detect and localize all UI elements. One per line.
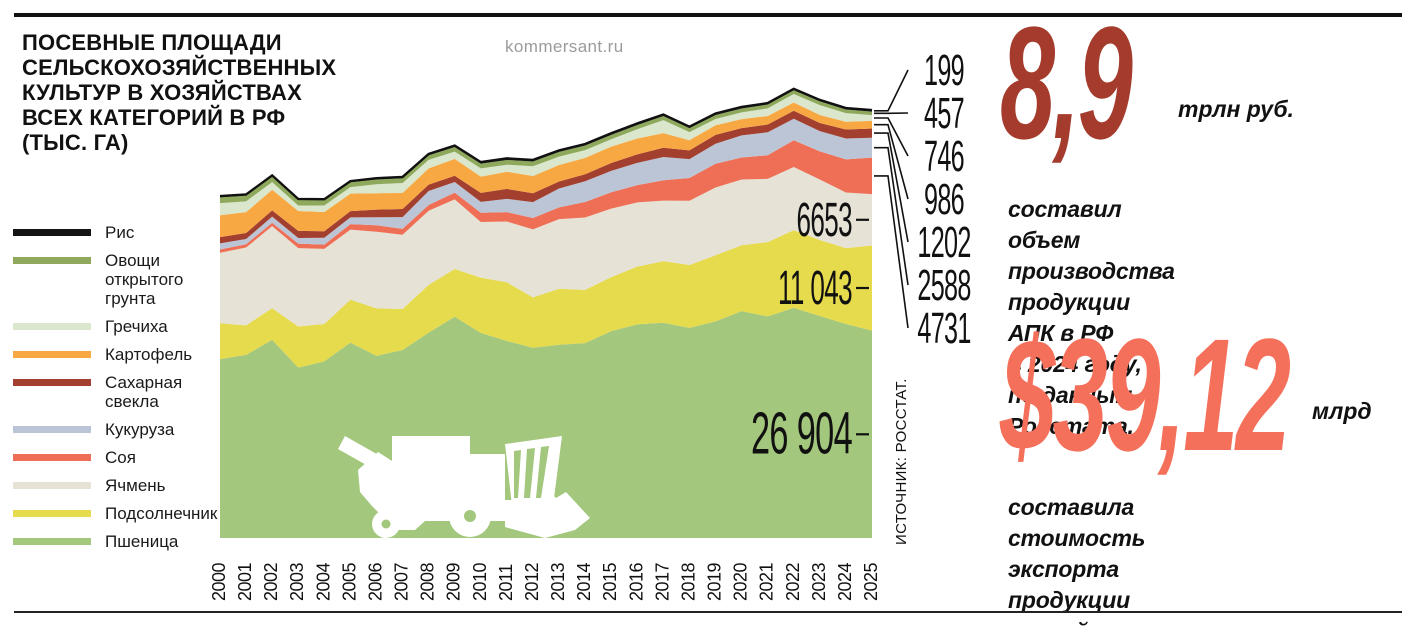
stat-production-description: составил объем производства продукции АП… [1008, 196, 1175, 439]
legend-label-vegetables: Овощи открытого грунта [105, 251, 184, 308]
legend-label-barley: Ячмень [105, 476, 166, 495]
callout-line-sugar_beet [874, 132, 909, 243]
stacked-areas [219, 87, 873, 538]
stat-export-value: $39,12 [1000, 305, 1291, 484]
top-rule [14, 13, 1402, 17]
x-tick-label-2016: 2016 [626, 562, 646, 601]
masthead-logo: kommersant.ru [505, 37, 624, 56]
legend-swatch-corn [13, 426, 91, 433]
area-vegetables [220, 90, 872, 206]
x-tick-label-2020: 2020 [731, 562, 751, 601]
inline-value-barley: 6653 [797, 193, 852, 247]
legend-swatch-sunflower [13, 510, 91, 517]
legend-swatch-barley [13, 482, 91, 489]
callout-line-rice [874, 69, 909, 112]
callout-value-buckwheat: 746 [924, 133, 964, 181]
chart-annotations: 2000 2001 2002 2003 2004 2005 2006 2007 2008 2009… [209, 47, 972, 601]
combine-harvester-icon [338, 436, 590, 538]
callout-line-corn [874, 146, 909, 286]
legend-swatch-potato [13, 351, 91, 358]
area-corn [220, 118, 872, 250]
callout-value-corn: 2588 [917, 262, 970, 310]
source-note: ИСТОЧНИК: РОССТАТ. [893, 378, 910, 545]
legend-swatch-soy [13, 454, 91, 461]
callout-value-sugar_beet: 1202 [917, 219, 970, 267]
x-tick-label-2007: 2007 [392, 562, 412, 601]
callout-line-potato [874, 123, 909, 200]
x-tick-label-2011: 2011 [496, 564, 516, 601]
legend-swatch-buckwheat [13, 323, 91, 330]
x-tick-label-2018: 2018 [678, 562, 698, 601]
inline-value-sunflower: 11 043 [778, 262, 852, 316]
x-tick-label-2001: 2001 [235, 562, 255, 601]
x-tick-label-2004: 2004 [313, 562, 333, 601]
x-tick-label-2022: 2022 [783, 562, 803, 601]
legend-label-soy: Соя [105, 448, 136, 467]
x-tick-label-2019: 2019 [705, 562, 725, 601]
callout-line-soy [874, 175, 909, 329]
legend-label-sunflower: Подсолнечник [105, 504, 218, 523]
area-soy [220, 140, 872, 253]
x-tick-label-2021: 2021 [757, 562, 777, 601]
x-tick-label-2013: 2013 [548, 562, 568, 601]
x-tick-label-2003: 2003 [287, 562, 307, 601]
legend-label-potato: Картофель [105, 345, 193, 364]
stat-export-description: составила стоимость экспорта продукции р… [1008, 494, 1152, 626]
callout-value-rice: 199 [924, 47, 964, 95]
area-barley [220, 167, 872, 327]
area-sunflower [220, 230, 872, 368]
area-sugar_beet [220, 110, 872, 244]
callout-value-potato: 986 [924, 176, 964, 224]
x-tick-label-2017: 2017 [652, 562, 672, 601]
callout-value-vegetables: 457 [924, 90, 964, 138]
x-tick-label-2000: 2000 [209, 562, 229, 601]
bottom-rule [14, 611, 1402, 613]
legend-swatch-sugar_beet [13, 379, 91, 386]
x-tick-label-2010: 2010 [470, 562, 490, 601]
stack-top-stroke [219, 87, 873, 201]
area-potato [220, 102, 872, 238]
legend-swatch-vegetables [13, 257, 91, 264]
x-tick-label-2008: 2008 [418, 562, 438, 601]
legend-label-sugar_beet: Сахарная свекла [105, 373, 183, 411]
x-tick-label-2023: 2023 [809, 562, 829, 601]
legend-swatch-wheat [13, 538, 91, 545]
x-tick-label-2009: 2009 [444, 562, 464, 601]
legend-label-rice: Рис [105, 223, 135, 242]
x-tick-label-2002: 2002 [261, 562, 281, 601]
legend-label-corn: Кукуруза [105, 420, 175, 439]
stat-production-unit: трлн руб. [1178, 96, 1294, 122]
legend-label-wheat: Пшеница [105, 532, 179, 551]
x-tick-label-2014: 2014 [574, 562, 594, 601]
stat-production-value: 8,9 [1000, 0, 1133, 172]
page-title: ПОСЕВНЫЕ ПЛОЩАДИ СЕЛЬСКОХОЗЯЙСТВЕННЫХ КУ… [22, 30, 337, 155]
callout-line-buckwheat [874, 117, 909, 157]
area-buckwheat [220, 94, 872, 216]
inline-value-wheat: 26 904 [751, 401, 852, 467]
x-tick-label-2012: 2012 [522, 562, 542, 601]
x-tick-label-2006: 2006 [365, 562, 385, 601]
x-tick-label-2015: 2015 [600, 562, 620, 601]
legend-swatch-rice [13, 229, 91, 236]
legend-label-buckwheat: Гречиха [105, 317, 168, 336]
x-tick-label-2024: 2024 [835, 562, 855, 601]
x-tick-label-2005: 2005 [339, 562, 359, 601]
stat-export-unit: млрд [1312, 398, 1372, 424]
callout-value-soy: 4731 [917, 305, 970, 353]
x-tick-label-2025: 2025 [861, 562, 881, 601]
